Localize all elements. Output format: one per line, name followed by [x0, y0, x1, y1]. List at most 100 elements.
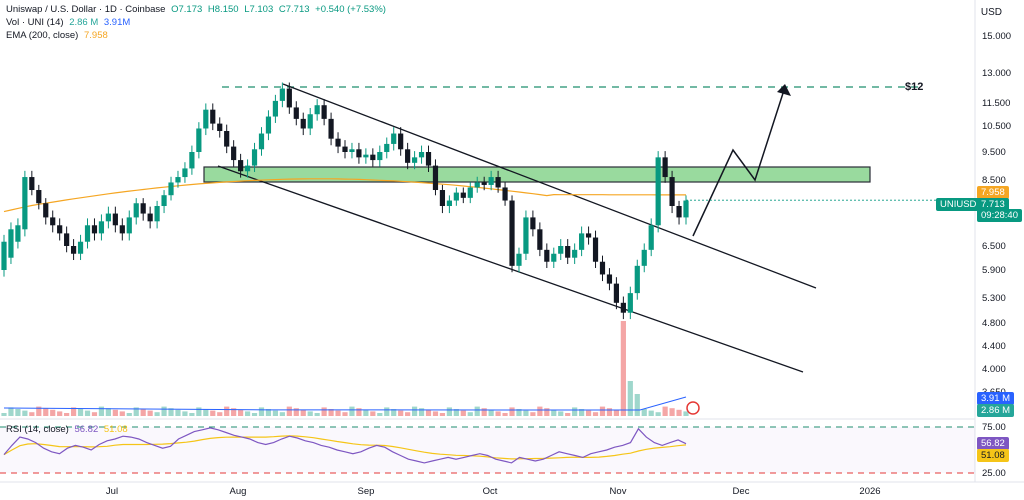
candle-body[interactable]: [265, 116, 272, 134]
volume-bar[interactable]: [196, 407, 202, 416]
volume-bar[interactable]: [321, 407, 327, 416]
candle-body[interactable]: [572, 249, 578, 258]
volume-bar[interactable]: [356, 408, 362, 416]
candle-body[interactable]: [161, 195, 167, 206]
candle-body[interactable]: [321, 105, 327, 119]
volume-bar[interactable]: [189, 413, 195, 416]
candle-body[interactable]: [154, 206, 160, 222]
candle-body[interactable]: [620, 302, 626, 313]
candle-body[interactable]: [57, 225, 63, 234]
volume-bar[interactable]: [544, 408, 550, 416]
time-tick-label[interactable]: Oct: [483, 486, 498, 497]
candle-body[interactable]: [258, 133, 265, 150]
volume-bar[interactable]: [112, 409, 118, 416]
candle-body[interactable]: [175, 177, 181, 183]
vol-label[interactable]: Vol · UNI (14): [6, 17, 64, 28]
volume-bar[interactable]: [224, 406, 230, 416]
candle-body[interactable]: [1, 241, 7, 270]
volume-bar[interactable]: [558, 411, 564, 416]
candle-body[interactable]: [15, 225, 21, 242]
candle-body[interactable]: [398, 133, 404, 150]
volume-bar[interactable]: [627, 381, 633, 416]
volume-bar[interactable]: [481, 408, 487, 416]
candle-body[interactable]: [565, 246, 571, 258]
candle-body[interactable]: [189, 152, 195, 169]
candle-body[interactable]: [439, 190, 446, 206]
candle-body[interactable]: [558, 246, 564, 254]
candle-body[interactable]: [314, 105, 320, 115]
candle-body[interactable]: [84, 225, 91, 242]
volume-bar[interactable]: [314, 413, 320, 416]
candle-body[interactable]: [217, 123, 223, 131]
volume-bar[interactable]: [349, 406, 355, 416]
volume-bar[interactable]: [648, 410, 654, 416]
candle-body[interactable]: [279, 88, 285, 101]
volume-bar[interactable]: [175, 409, 181, 416]
candle-body[interactable]: [224, 130, 230, 147]
candle-body[interactable]: [537, 229, 543, 250]
candle-body[interactable]: [238, 160, 244, 172]
candle-body[interactable]: [29, 177, 35, 191]
candle-body[interactable]: [634, 265, 640, 294]
candle-body[interactable]: [418, 152, 425, 158]
volume-bar[interactable]: [418, 408, 425, 416]
volume-bar[interactable]: [15, 409, 21, 416]
currency-label[interactable]: USD: [980, 7, 1002, 18]
volume-bar[interactable]: [377, 413, 383, 416]
volume-bar[interactable]: [579, 409, 585, 416]
candle-body[interactable]: [488, 177, 494, 185]
candle-body[interactable]: [50, 217, 56, 226]
candle-body[interactable]: [335, 138, 341, 147]
time-tick-label[interactable]: Nov: [610, 486, 627, 497]
volume-bar[interactable]: [655, 412, 661, 416]
volume-bar[interactable]: [84, 410, 91, 416]
volume-bar[interactable]: [439, 413, 446, 416]
volume-bar[interactable]: [384, 407, 390, 416]
candle-body[interactable]: [432, 165, 439, 191]
volume-bar[interactable]: [572, 407, 578, 416]
ema-line[interactable]: [3, 178, 686, 213]
candle-body[interactable]: [585, 233, 592, 238]
candle-body[interactable]: [405, 149, 411, 163]
volume-bar[interactable]: [509, 407, 515, 416]
candle-body[interactable]: [147, 213, 153, 222]
volume-bar[interactable]: [599, 406, 606, 416]
candle-body[interactable]: [133, 203, 139, 218]
volume-bar[interactable]: [335, 410, 341, 416]
candle-body[interactable]: [391, 133, 397, 144]
candle-body[interactable]: [370, 154, 376, 161]
candle-body[interactable]: [36, 190, 42, 204]
volume-bar[interactable]: [405, 412, 411, 416]
candle-body[interactable]: [43, 203, 49, 218]
time-tick-label[interactable]: Sep: [358, 486, 375, 497]
projection-path[interactable]: [692, 86, 786, 237]
candle-body[interactable]: [592, 237, 599, 262]
candle-body[interactable]: [453, 192, 459, 201]
volume-bar[interactable]: [676, 409, 682, 416]
candle-body[interactable]: [446, 200, 452, 206]
candle-body[interactable]: [8, 229, 14, 258]
candle-body[interactable]: [377, 152, 383, 161]
candle-body[interactable]: [676, 206, 682, 218]
candle-body[interactable]: [196, 128, 202, 152]
candle-body[interactable]: [98, 221, 105, 234]
volume-bar[interactable]: [77, 409, 84, 416]
volume-bar[interactable]: [8, 407, 14, 416]
candle-body[interactable]: [286, 88, 292, 108]
volume-bar[interactable]: [432, 411, 439, 416]
candle-body[interactable]: [272, 100, 279, 117]
volume-bar[interactable]: [530, 412, 536, 416]
volume-bar[interactable]: [147, 410, 153, 416]
candle-body[interactable]: [669, 177, 675, 206]
candle-body[interactable]: [599, 261, 606, 275]
candle-body[interactable]: [411, 157, 418, 163]
volume-bar[interactable]: [293, 408, 299, 416]
candle-body[interactable]: [606, 274, 613, 284]
time-tick-label[interactable]: Jul: [106, 486, 118, 497]
volume-bar[interactable]: [641, 409, 647, 416]
volume-bar[interactable]: [307, 411, 313, 416]
channel-upper-line[interactable]: [282, 83, 817, 289]
candle-body[interactable]: [328, 118, 334, 139]
candle-body[interactable]: [251, 149, 258, 166]
volume-bar[interactable]: [551, 409, 557, 416]
